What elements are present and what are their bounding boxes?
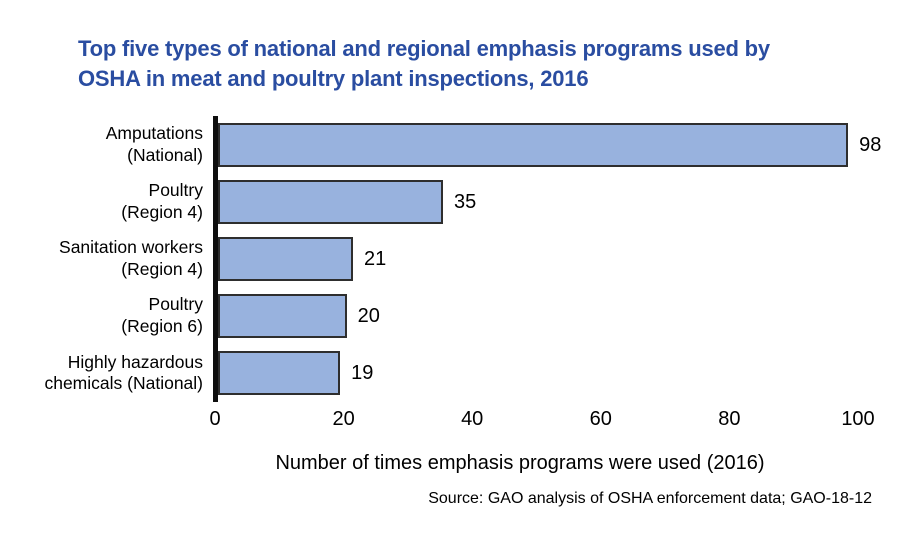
chart-title-line2: OSHA in meat and poultry plant inspectio…: [78, 66, 589, 92]
category-label: Highly hazardous chemicals (National): [0, 345, 203, 402]
category-label-line: (Region 4): [121, 201, 203, 222]
category-label-line: Sanitation workers: [59, 237, 203, 258]
bar-value-label: 21: [364, 248, 387, 270]
source-note: Source: GAO analysis of OSHA enforcement…: [428, 490, 872, 507]
bar-value-label: 35: [454, 190, 477, 213]
x-axis-tick: 100: [841, 408, 875, 430]
category-label-line: chemicals (National): [44, 373, 203, 394]
category-label: Amputations (National): [0, 116, 203, 173]
category-label-line: Poultry: [148, 179, 203, 200]
y-axis-category-labels: Amputations (National) Poultry (Region 4) Sa…: [0, 116, 203, 402]
category-label: Poultry (Region 6): [0, 288, 203, 345]
bar: [218, 294, 347, 339]
x-axis-tick: 60: [589, 408, 612, 430]
chart-title-line1: Top five types of national and regional …: [78, 36, 770, 61]
x-axis-tick: 40: [461, 408, 484, 430]
bar: [218, 179, 444, 224]
bar: [218, 351, 341, 396]
category-label-line: (National): [127, 144, 203, 165]
category-label-line: Amputations: [105, 122, 203, 143]
bar-row: 98: [218, 122, 881, 167]
x-axis-tick: 0: [209, 408, 221, 430]
bar-row: 19: [218, 351, 861, 396]
category-label-line: Highly hazardous: [67, 351, 203, 372]
bar: [218, 122, 849, 167]
bar-plot-area: 98 35 21 20 19: [213, 116, 881, 402]
category-label-line: Poultry: [148, 294, 203, 315]
category-label-line: (Region 6): [121, 316, 203, 337]
bar-row: 20: [218, 294, 861, 339]
bar-row: 35: [218, 179, 861, 224]
chart-title: Top five types of national and regional …: [78, 34, 828, 95]
x-axis-title: Number of times emphasis programs were u…: [275, 452, 765, 474]
x-axis-tick-labels: 0 20 40 60 80 100: [209, 406, 874, 432]
x-axis-tick: 80: [718, 408, 741, 430]
bar-value-label: 98: [859, 133, 882, 156]
bar: [218, 237, 354, 281]
bar-value-label: 19: [351, 362, 374, 385]
x-axis-tick: 20: [332, 408, 355, 430]
bar-value-label: 20: [357, 305, 380, 328]
category-label-line: (Region 4): [121, 258, 203, 279]
category-label: Poultry (Region 4): [0, 173, 203, 230]
bar-row: 21: [218, 237, 861, 281]
category-label: Sanitation workers (Region 4): [0, 230, 203, 287]
